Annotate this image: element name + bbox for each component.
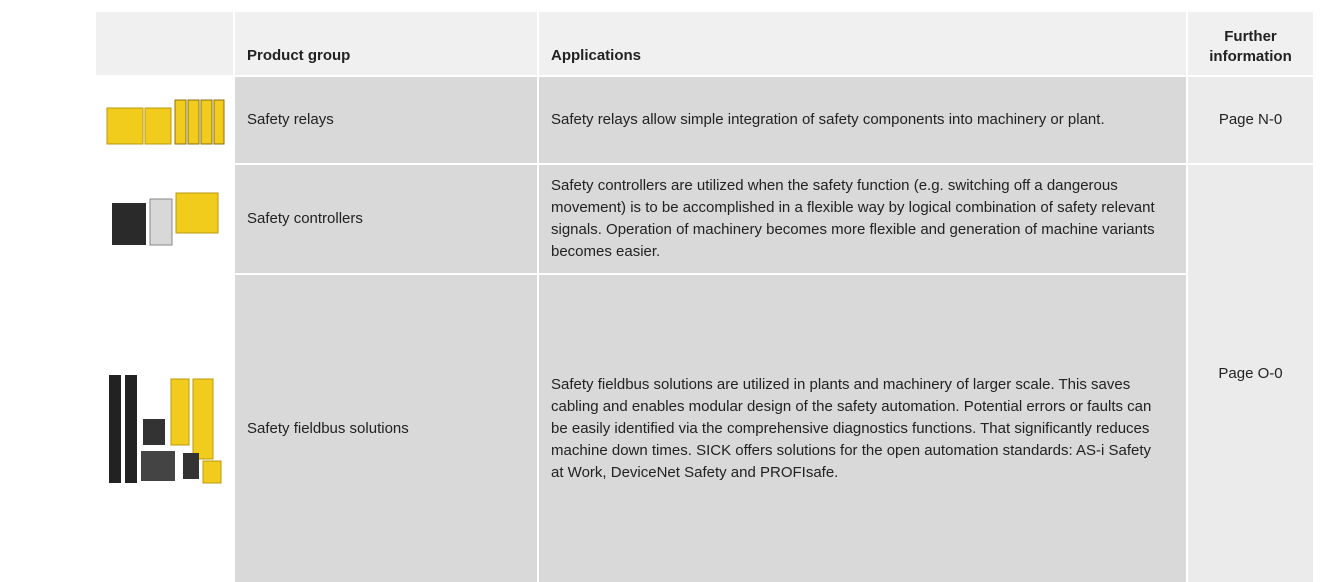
further-info: Page O-0: [1188, 165, 1313, 582]
further-info: Page N-0: [1188, 77, 1313, 163]
product-group: Safety relays: [235, 77, 537, 163]
header-cell: Further information: [1188, 12, 1313, 75]
fieldbus-icon: [108, 374, 221, 483]
product-group: Safety controllers: [235, 165, 537, 273]
header-cell: [96, 12, 233, 75]
relays-icon: [106, 99, 224, 145]
applications: Safety fieldbus solutions are utilized i…: [539, 275, 1186, 582]
product-image: [96, 165, 233, 273]
applications: Safety relays allow simple integration o…: [539, 77, 1186, 163]
header-cell: Applications: [539, 12, 1186, 75]
header-cell: Product group: [235, 12, 537, 75]
applications: Safety controllers are utilized when the…: [539, 165, 1186, 273]
controllers-icon: [111, 192, 218, 246]
product-image: [96, 275, 233, 582]
product-image: [96, 77, 233, 163]
product-group: Safety fieldbus solutions: [235, 275, 537, 582]
